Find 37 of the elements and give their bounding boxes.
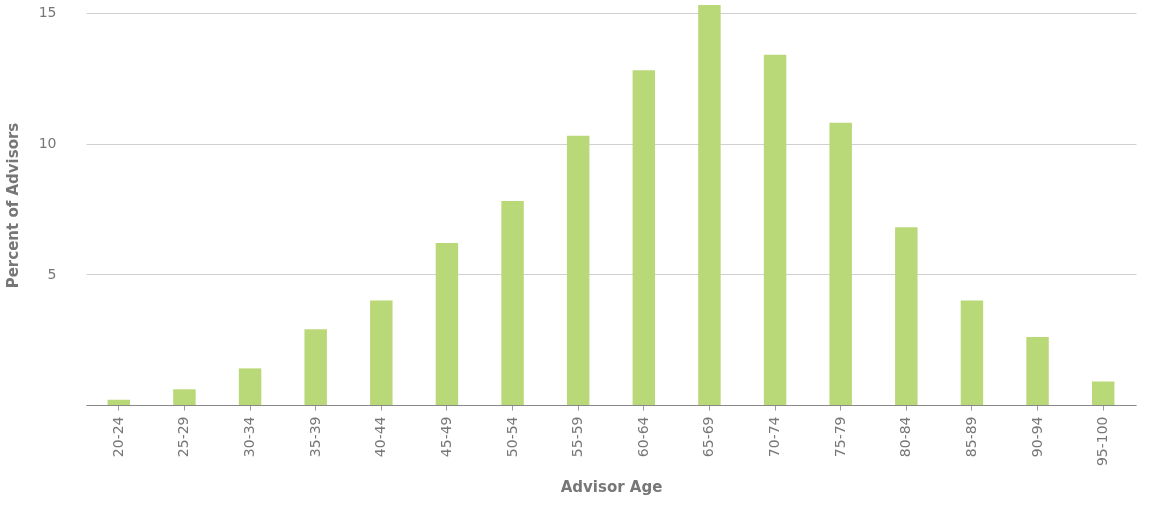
x-tick-label: 60-64 (634, 416, 651, 458)
x-tick-label: 85-89 (962, 416, 979, 458)
bar (960, 300, 984, 405)
bar (501, 201, 524, 405)
bar (763, 54, 787, 405)
y-axis-title: Percent of Advisors (3, 122, 22, 289)
y-tick-label: 5 (47, 265, 57, 282)
x-tick-label: 95-100 (1094, 416, 1111, 467)
bar (566, 135, 590, 405)
bar (895, 227, 918, 405)
bar (435, 242, 459, 405)
bar (1026, 337, 1049, 405)
bar (632, 70, 656, 405)
x-tick-label: 45-49 (437, 416, 454, 458)
x-tick-label: 40-44 (372, 416, 389, 458)
bar (698, 5, 721, 405)
x-tick-label: 20-24 (109, 416, 126, 458)
x-tick-label: 25-29 (175, 416, 192, 458)
x-tick-label: 30-34 (241, 416, 258, 458)
bar (370, 300, 393, 405)
bar (173, 389, 196, 405)
y-tick-label: 10 (38, 135, 57, 152)
bar (107, 399, 131, 405)
bar (238, 368, 262, 405)
y-tick-label: 15 (38, 4, 57, 21)
x-tick-label: 35-39 (306, 416, 323, 458)
x-tick-label: 75-79 (831, 416, 848, 458)
bar (1091, 381, 1115, 405)
bar (304, 329, 327, 405)
x-tick-label: 65-69 (700, 416, 717, 458)
bar (829, 122, 852, 405)
x-tick-label: 50-54 (503, 416, 520, 458)
x-tick-label: 90-94 (1028, 416, 1045, 458)
x-tick-label: 55-59 (569, 416, 586, 458)
x-tick-label: 70-74 (766, 416, 783, 458)
x-axis-title: Advisor Age (560, 478, 663, 497)
x-tick-label: 80-84 (897, 416, 914, 458)
